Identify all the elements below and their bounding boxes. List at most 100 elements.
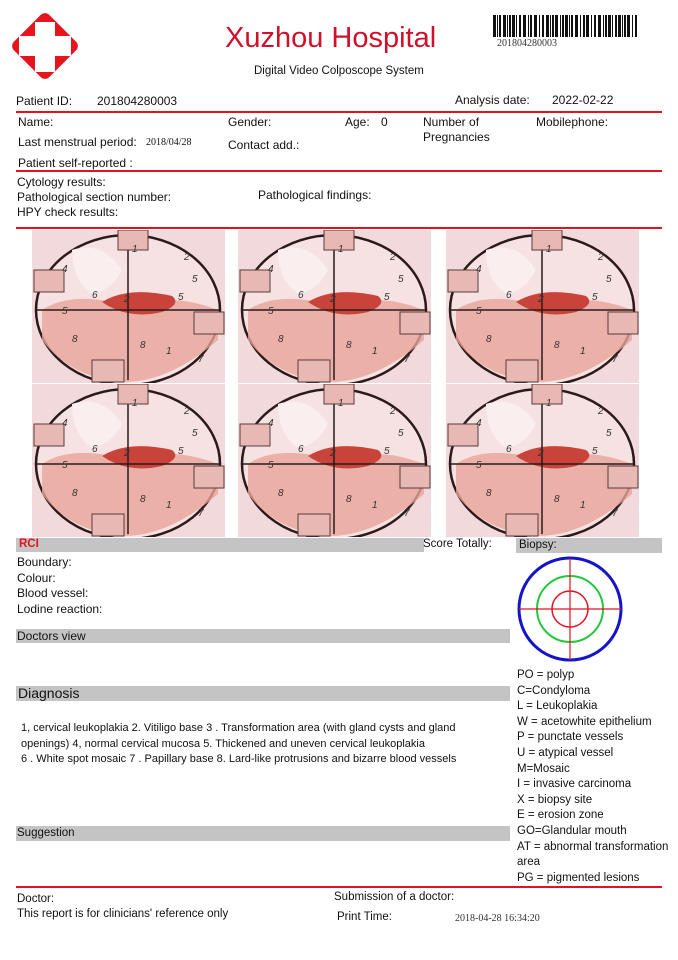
gender-label: Gender:	[228, 115, 272, 129]
region-label: 5	[606, 428, 612, 439]
divider	[16, 170, 662, 172]
region-label: 8	[278, 334, 284, 345]
legend-item: U = atypical vessel	[517, 746, 614, 759]
region-label: 1	[372, 346, 378, 357]
pregnancies-label-line2: Pregnancies	[423, 130, 490, 144]
region-label: 6	[298, 290, 304, 301]
region-label: 8	[72, 488, 78, 499]
region-label: 7	[198, 354, 204, 365]
barcode-bar	[615, 15, 617, 37]
barcode-bar	[575, 15, 578, 37]
legend-item: W = acetowhite epithelium	[517, 715, 652, 728]
barcode-bar	[507, 15, 508, 37]
barcode-bar	[632, 15, 633, 37]
region-label: 2	[597, 252, 604, 263]
barcode-bar	[555, 15, 558, 37]
doctor-label: Doctor:	[17, 893, 55, 905]
legend-item: area	[517, 856, 541, 869]
suggestion-bar	[16, 826, 510, 841]
region-label: 1	[372, 500, 378, 511]
region-label: 5	[62, 306, 68, 317]
lmp-label: Last menstrual period:	[18, 135, 137, 149]
barcode-bar	[565, 15, 568, 37]
region-label: 6	[506, 444, 512, 455]
region-label: 2	[597, 406, 604, 417]
legend-item: GO=Glandular mouth	[517, 824, 627, 837]
barcode-bar	[512, 15, 515, 37]
barcode-bar	[562, 15, 564, 37]
barcode-number: 201804280003	[497, 38, 557, 49]
self-reported-label: Patient self-reported :	[18, 156, 133, 170]
region-label: 8	[278, 488, 284, 499]
iodine-reaction-label: Lodine reaction:	[17, 602, 103, 616]
contact-label: Contact add.:	[228, 138, 300, 152]
region-label: 1	[338, 398, 344, 409]
region-label: 5	[592, 446, 598, 457]
score-totally-label: Score Totally:	[423, 538, 492, 550]
barcode-bar	[503, 15, 506, 37]
divider	[16, 227, 662, 229]
region-label: 4	[62, 264, 68, 275]
region-label: 8	[486, 488, 492, 499]
barcode-bar	[571, 15, 573, 37]
region-label: 2	[183, 406, 190, 417]
region-label: 5	[384, 292, 390, 303]
barcode-bar	[622, 15, 623, 37]
barcode-bar	[569, 15, 570, 37]
diagnosis-title: Diagnosis	[18, 685, 80, 701]
legend-item: L = Leukoplakia	[517, 700, 598, 713]
hospital-logo	[12, 13, 78, 79]
barcode-bar	[534, 15, 537, 37]
region-label: 8	[554, 340, 560, 351]
disclaimer: This report is for clinicians' reference…	[17, 908, 229, 920]
region-label: 5	[192, 428, 198, 439]
pregnancies-label-line1: Number of	[423, 115, 480, 129]
divider	[16, 111, 662, 113]
region-label: 7	[404, 508, 410, 519]
barcode-bar	[627, 15, 630, 37]
legend-item: E = erosion zone	[517, 809, 604, 822]
region-label: 2	[183, 252, 190, 263]
biopsy-legend: PO = polyp C=Condyloma L = Leukoplakia W = …	[517, 668, 668, 886]
region-label: 5	[398, 274, 404, 285]
region-label: 8	[140, 494, 146, 505]
region-label: 1	[546, 398, 552, 409]
barcode-bar	[612, 15, 613, 37]
barcode-bar	[603, 15, 604, 37]
patient-id-value: 201804280003	[97, 94, 178, 108]
region-label: 5	[192, 274, 198, 285]
legend-item: C=Condyloma	[517, 684, 591, 697]
region-label: 5	[178, 292, 184, 303]
barcode-bar	[530, 15, 532, 37]
region-label: 5	[476, 306, 482, 317]
region-label: 2	[329, 294, 336, 305]
divider	[16, 886, 662, 888]
barcode-bar	[523, 15, 526, 37]
region-label: 2	[123, 448, 130, 459]
cytology-label: Cytology results:	[17, 175, 106, 189]
findings-label: Pathological findings:	[258, 188, 372, 202]
barcode-bar	[598, 15, 601, 37]
biopsy-target-diagram[interactable]	[516, 556, 624, 664]
print-time-label: Print Time:	[337, 911, 392, 923]
system-name: Digital Video Colposcope System	[254, 65, 424, 77]
region-label: 1	[580, 346, 586, 357]
name-label: Name:	[18, 115, 54, 129]
region-label: 5	[178, 446, 184, 457]
region-label: 1	[546, 244, 552, 255]
boundary-label: Boundary:	[17, 555, 72, 569]
legend-item: PG = pigmented lesions	[517, 871, 640, 884]
blood-vessel-label: Blood vessel:	[17, 586, 89, 600]
legend-item: AT = abnormal transformation	[517, 840, 669, 853]
hospital-name: Xuzhou Hospital	[225, 22, 437, 54]
doctors-view-bar	[16, 629, 510, 643]
region-label: 8	[72, 334, 78, 345]
region-label: 6	[92, 290, 98, 301]
doctors-view-title: Doctors view	[17, 629, 86, 643]
